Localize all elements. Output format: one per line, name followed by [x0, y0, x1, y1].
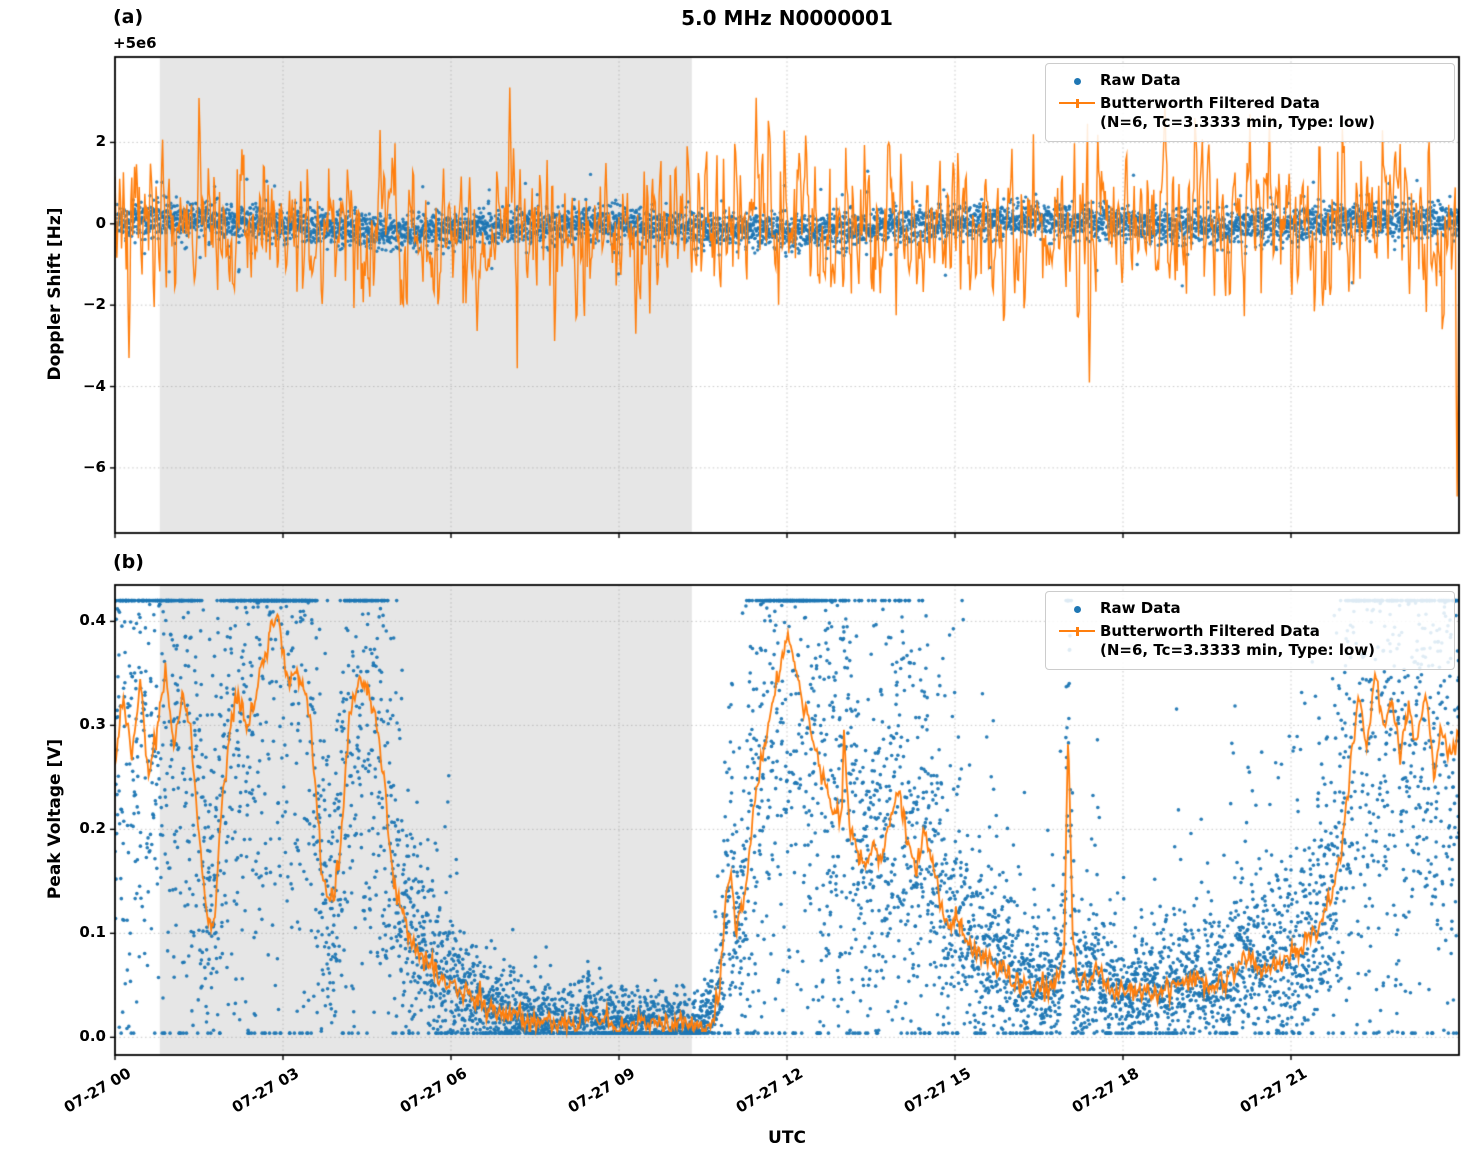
legend-filtered-sublabel: (N=6, Tc=3.3333 min, Type: low) [1100, 641, 1376, 659]
filtered-line-marker-icon [1054, 626, 1100, 636]
legend-row-filtered: Butterworth Filtered Data (N=6, Tc=3.333… [1054, 622, 1446, 661]
legend-raw-label: Raw Data [1100, 599, 1181, 617]
legend-row-raw: Raw Data [1054, 71, 1446, 91]
legend-filtered-label: Butterworth Filtered Data [1100, 621, 1320, 640]
y-offset-label: +5e6 [113, 34, 157, 52]
panel-a-label: (a) [113, 6, 144, 28]
panel-b-label: (b) [113, 551, 144, 573]
figure-title: 5.0 MHz N0000001 [681, 6, 893, 30]
raw-data-marker-icon [1054, 78, 1100, 85]
legend-filtered-sublabel: (N=6, Tc=3.3333 min, Type: low) [1100, 113, 1376, 131]
y-tick-label-a: −2 [82, 295, 106, 314]
y-tick-label-b: 0.0 [79, 1027, 106, 1046]
filtered-line-marker-icon [1054, 98, 1100, 108]
legend-raw-label: Raw Data [1100, 71, 1181, 89]
y-tick-label-a: −6 [82, 457, 106, 476]
y-tick-label-b: 0.3 [79, 715, 106, 734]
legend-row-raw: Raw Data [1054, 599, 1446, 619]
legend-panel-a: Raw Data Butterworth Filtered Data (N=6,… [1045, 63, 1455, 142]
y-tick-label-a: −4 [82, 376, 106, 395]
y-axis-label-a: Doppler Shift [Hz] [45, 207, 65, 381]
y-axis-label-b: Peak Voltage [V] [45, 738, 65, 900]
y-tick-label-b: 0.4 [79, 611, 106, 630]
y-tick-label-a: 0 [95, 213, 106, 232]
y-tick-label-a: 2 [95, 132, 106, 151]
x-axis-label: UTC [768, 1128, 806, 1148]
y-tick-label-b: 0.1 [79, 923, 106, 942]
legend-row-filtered: Butterworth Filtered Data (N=6, Tc=3.333… [1054, 94, 1446, 133]
raw-data-marker-icon [1054, 606, 1100, 613]
y-tick-label-b: 0.2 [79, 819, 106, 838]
legend-panel-b: Raw Data Butterworth Filtered Data (N=6,… [1045, 591, 1455, 670]
legend-filtered-label: Butterworth Filtered Data [1100, 93, 1320, 112]
